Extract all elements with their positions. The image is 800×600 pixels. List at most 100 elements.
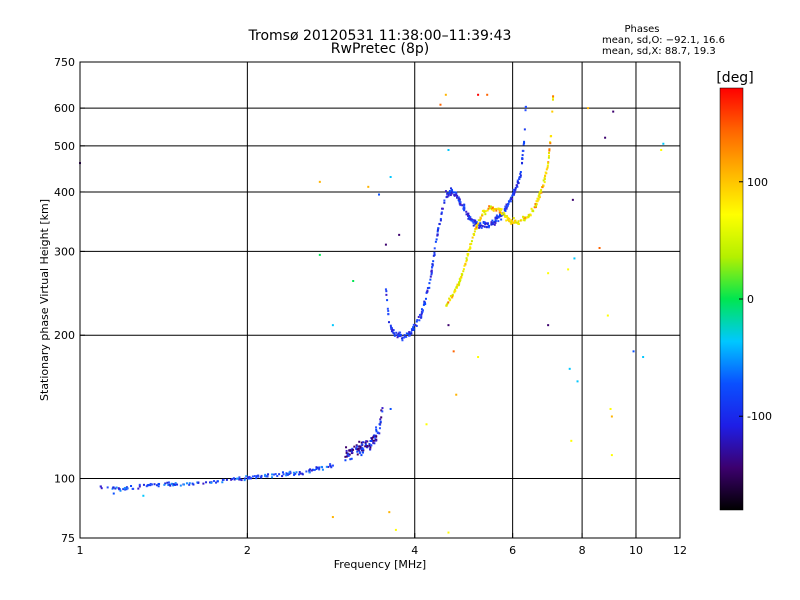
data-point [524,105,527,108]
data-point [236,477,239,480]
data-point [512,188,515,191]
data-point [477,224,480,227]
data-point [401,339,404,342]
data-point [484,213,487,216]
data-point [448,190,451,193]
data-point [494,219,497,222]
data-point [368,444,371,447]
data-point [536,200,539,203]
data-point [463,264,466,267]
data-point [359,445,362,448]
data-point [149,484,152,487]
outlier-point [598,247,601,250]
data-point [424,303,427,306]
data-point [525,216,528,219]
data-point [346,453,349,456]
data-point [380,409,383,412]
data-point [421,310,424,313]
outlier-point [318,253,321,256]
data-point [449,187,452,190]
outlier-point [606,314,609,317]
data-point [352,448,355,451]
data-point [387,321,390,324]
outlier-point [609,407,612,410]
data-point [479,216,482,219]
data-point [374,436,377,439]
data-point [487,226,490,229]
data-point [179,484,182,487]
data-point [368,442,371,445]
data-point [295,471,298,474]
data-point [137,487,140,490]
y-tick-label: 200 [54,329,75,342]
data-point [393,333,396,336]
data-point [552,96,555,99]
data-point [470,240,473,243]
data-point [430,270,433,273]
x-tick-label: 12 [673,544,687,557]
data-point [188,482,191,485]
data-point [473,230,476,233]
data-point [391,328,394,331]
data-point [349,449,352,452]
data-point [521,157,524,160]
data-point [463,207,466,210]
data-point [446,302,449,305]
data-point [288,473,291,476]
data-point [415,320,418,323]
data-point [345,446,348,449]
outlier-point [352,280,355,283]
y-axis-label: Stationary phase Virtual Height [km] [38,199,51,401]
data-point [504,215,507,218]
y-tick-label: 500 [54,140,75,153]
data-point [360,448,363,451]
data-point [498,215,501,218]
data-point [174,483,177,486]
data-point [282,473,285,476]
data-point [397,332,400,335]
data-point [329,464,332,467]
data-point [441,207,444,210]
data-point [293,473,296,476]
data-point [321,468,324,471]
phases-o-stats: mean, sd,O: −92.1, 16.6 [602,35,725,46]
data-point [544,174,547,177]
data-point [453,191,456,194]
data-point [191,482,194,485]
data-point [375,430,378,433]
data-point [479,225,482,228]
data-point [451,296,454,299]
data-point [424,297,427,300]
data-point [373,442,376,445]
data-point [360,441,363,444]
data-point [305,470,308,473]
data-point [308,469,311,472]
data-point [386,307,389,310]
data-point [547,156,550,159]
data-point [515,184,518,187]
data-point [122,488,125,491]
data-point [429,278,432,281]
x-tick-label: 1 [77,544,84,557]
data-point [521,161,524,164]
data-point [358,445,361,448]
data-point [344,459,347,462]
data-point [455,286,458,289]
data-point [402,336,405,339]
data-point [457,284,460,287]
data-point [462,270,465,273]
data-point [459,201,462,204]
data-point [407,332,410,335]
data-point [433,251,436,254]
data-point [528,214,531,217]
plot-background [80,62,680,538]
data-point [475,221,478,224]
data-point [534,205,537,208]
data-point [500,213,503,216]
data-point [355,444,358,447]
data-point [432,260,435,263]
data-point [138,483,141,486]
data-point [345,455,348,458]
data-point [240,479,243,482]
data-point [420,315,423,318]
